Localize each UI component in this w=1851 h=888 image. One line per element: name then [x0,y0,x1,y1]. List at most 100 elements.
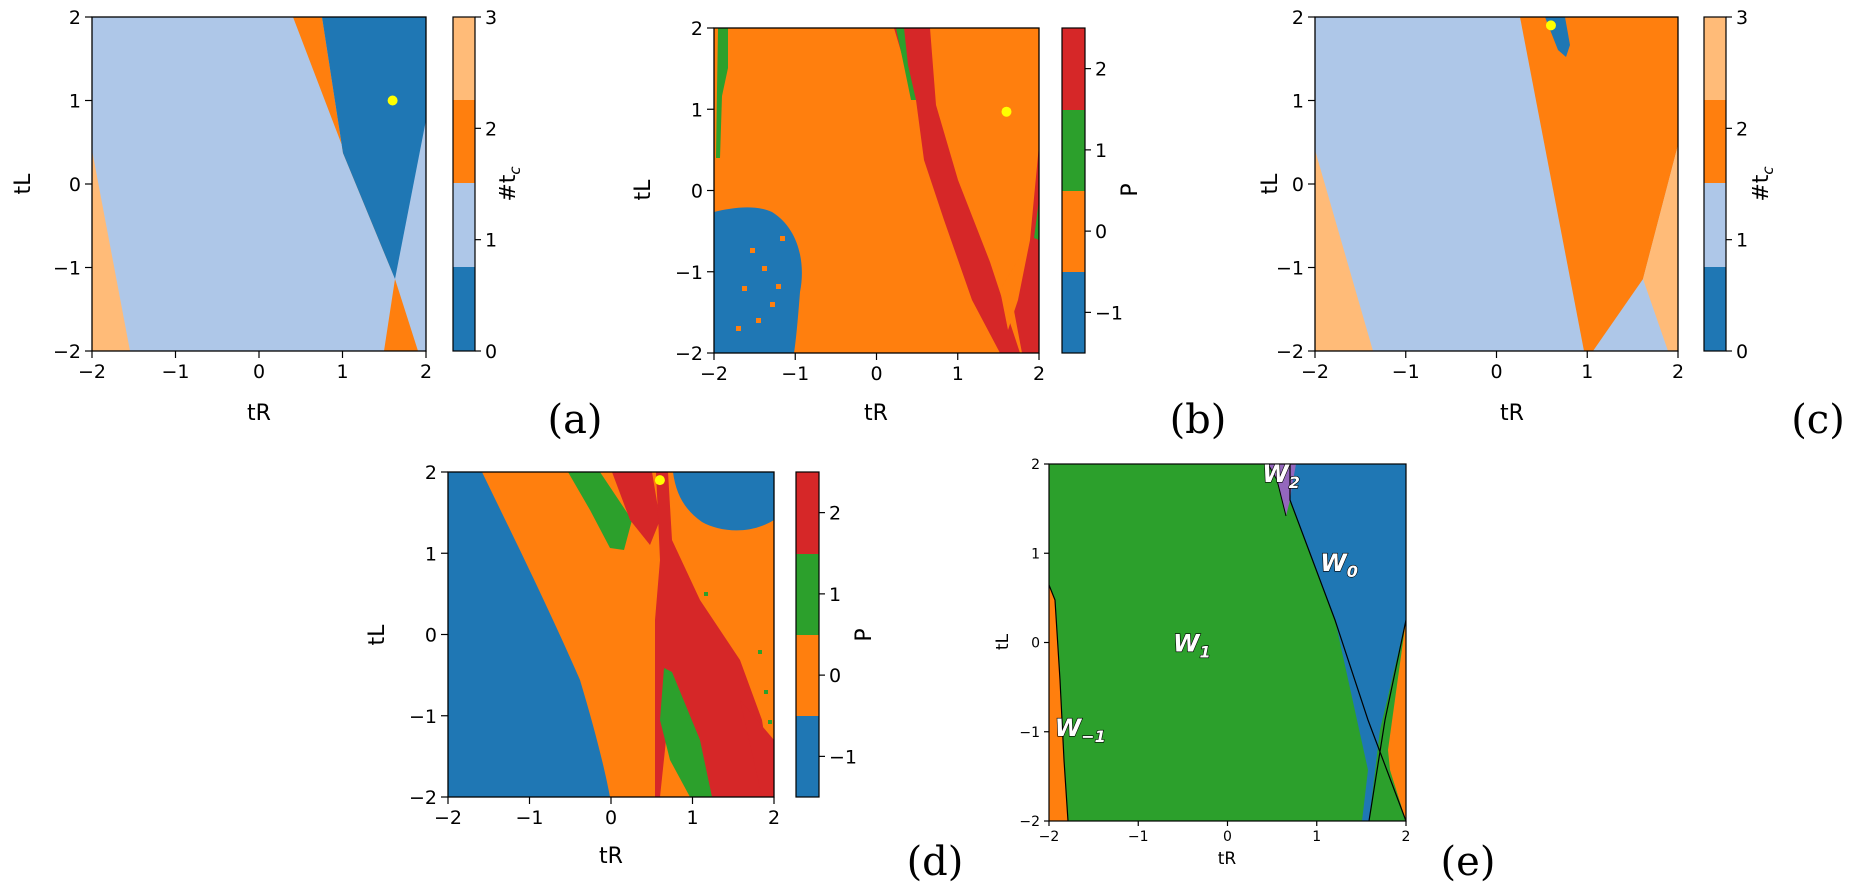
x-tick-label: 1 [1312,829,1321,845]
y-tick-label: 2 [1031,457,1040,473]
y-tick-label: 2 [425,462,437,484]
panel-a: −2 −1 0 1 2 −2 −1 0 1 2 tR tL 0 1 2 3 #tc (a) [11,7,603,443]
marker-point [1001,106,1012,117]
region-p2-top [612,472,660,545]
colorbar-label-c: #tc [1749,166,1777,202]
colorbar-label-b: P [1118,183,1143,196]
y-tick-label: −1 [409,706,437,728]
colorbar-tick-label: 0 [829,665,841,687]
x-tick-label: 0 [870,363,882,385]
x-tick-label: 1 [1581,361,1593,383]
x-tick-label: −1 [781,363,809,385]
y-tick-label: −1 [675,262,703,284]
region-label: W2 [1262,460,1300,492]
marker-point [1545,20,1556,31]
panel-a-heatmap [92,17,426,351]
panel-d-axes: −2 −1 0 1 2 −2 −1 0 1 2 [409,462,780,829]
colorbar-swatch-p2 [1062,28,1085,110]
panel-d-tag: (d) [907,839,964,885]
region-p1-top [568,472,632,550]
y-tick-label: −2 [1019,814,1040,830]
colorbar-swatch-0 [1704,267,1726,351]
region-p2-right [1012,145,1039,353]
region-p1-upper [896,28,916,100]
colorbar-tick-label: −1 [829,746,857,768]
colorbar-tick-label: −1 [1095,302,1123,324]
colorbar-swatch-p-minus1 [1062,272,1085,353]
panel-c-colorbar: 0 1 2 3 #tc [1703,7,1777,363]
panel-b-tag: (b) [1170,397,1227,443]
region-zero-critical [322,17,426,279]
panel-c-tag: (c) [1791,397,1845,443]
panel-c: −2 −1 0 1 2 −2 −1 0 1 2 tR tL 0 1 2 3 #tc (c) [1258,7,1845,443]
panel-a-xlabel: tR [247,401,271,426]
colorbar-tick-label: 2 [485,118,497,140]
panel-c-ylabel: tL [1258,173,1283,195]
colorbar-swatch-3 [1704,17,1726,100]
panel-a-ylabel: tL [11,173,36,195]
marker-point [387,95,398,106]
y-tick-label: −1 [53,258,81,280]
y-tick-label: −1 [1276,258,1304,280]
colorbar-swatch-2 [1704,100,1726,183]
panel-b-ylabel: tL [631,179,656,201]
x-tick-label: 0 [1223,829,1232,845]
x-tick-label: 2 [420,361,432,383]
x-tick-label: −2 [434,807,462,829]
colorbar-label-a: #tc [496,166,524,202]
region-label: W0 [1320,549,1358,581]
x-tick-label: 2 [1672,361,1684,383]
marker-point [654,475,665,486]
colorbar-tick-label: 3 [1736,7,1748,29]
region-p1-left [716,28,728,158]
y-tick-label: 1 [69,91,81,113]
panel-a-axes: −2 −1 0 1 2 −2 −1 0 1 2 [53,7,432,383]
y-tick-label: 0 [1292,174,1304,196]
panel-d-ylabel: tL [365,624,390,646]
colorbar-tick-label: 0 [485,341,497,363]
x-tick-label: 0 [1490,361,1502,383]
panel-e-heatmap [1049,464,1406,821]
region-label: W−1 [1055,714,1106,746]
x-tick-label: 0 [253,361,265,383]
x-tick-label: 2 [768,807,780,829]
colorbar-label-d: P [852,628,877,641]
panel-d-colorbar: −1 0 1 2 P [795,471,877,798]
y-tick-label: 0 [1031,636,1040,652]
panel-e-ylabel: tL [993,633,1013,650]
x-tick-label: −2 [1301,361,1329,383]
colorbar-swatch-p1 [796,554,819,635]
y-tick-label: 1 [1292,91,1304,113]
x-tick-label: −2 [700,363,728,385]
panel-e: −2 −1 0 1 2 −2 −1 0 1 2 W−1 W1 W0 W2 tR tL (e) [993,457,1495,885]
region-label: W1 [1173,629,1211,661]
colorbar-swatch-p2 [796,472,819,554]
colorbar-tick-label: 2 [829,503,841,525]
region-three-critical [92,150,130,351]
colorbar-tick-label: 2 [1095,59,1107,81]
y-tick-label: −2 [675,343,703,365]
y-tick-label: 1 [1031,546,1040,562]
x-tick-label: −1 [1128,829,1149,845]
x-tick-label: 2 [1402,829,1411,845]
panel-a-tag: (a) [547,397,602,443]
colorbar-tick-label: 0 [1095,221,1107,243]
panel-e-xlabel: tR [1218,849,1237,869]
x-tick-label: 2 [1033,363,1045,385]
panel-b-xlabel: tR [864,401,888,426]
y-tick-label: −2 [1276,341,1304,363]
x-tick-label: −2 [78,361,106,383]
region-p-minus1-top [673,472,774,531]
y-tick-label: 0 [69,174,81,196]
colorbar-tick-label: 1 [1095,140,1107,162]
region-three-critical-right [1643,145,1678,351]
x-tick-label: −1 [161,361,189,383]
y-tick-label: −2 [409,787,437,809]
region-p-minus1-noise [736,236,785,331]
colorbar-swatch-0 [453,267,475,351]
colorbar-tick-label: 2 [1736,118,1748,140]
x-tick-label: −1 [515,807,543,829]
region-w2 [1268,464,1296,516]
colorbar-swatch-p0 [1062,191,1085,272]
